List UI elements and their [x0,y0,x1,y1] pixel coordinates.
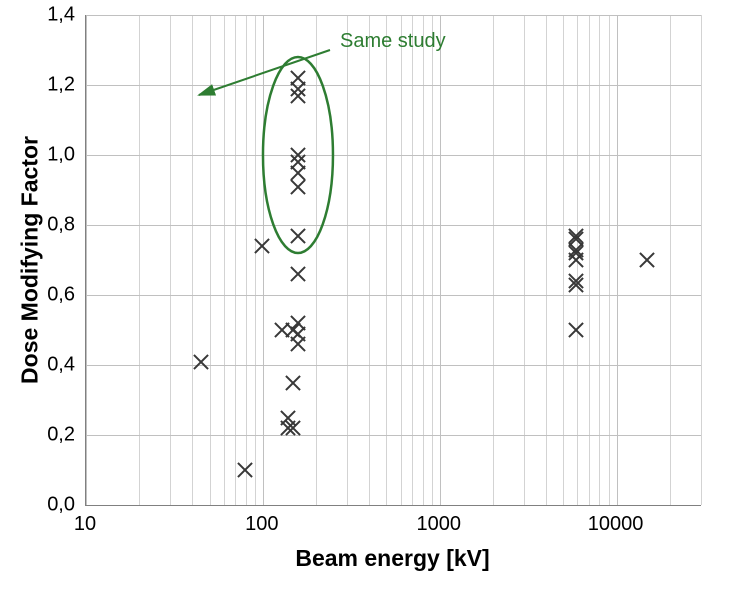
y-axis-label: Dose Modifying Factor [17,136,44,384]
gridline-v-minor [546,15,547,505]
gridline-h [86,15,701,16]
gridline-v-minor [170,15,171,505]
gridline-v-minor [524,15,525,505]
gridline-h [86,85,701,86]
gridline-v-major [86,15,87,505]
x-tick-label: 10000 [588,513,644,536]
y-tick-label: 0,4 [47,354,75,377]
y-tick-label: 1,4 [47,4,75,27]
gridline-v-minor [139,15,140,505]
gridline-v-minor [401,15,402,505]
y-tick-label: 1,2 [47,74,75,97]
gridline-v-minor [609,15,610,505]
gridline-v-minor [210,15,211,505]
gridline-h [86,435,701,436]
gridline-v-minor [192,15,193,505]
annotation-same-study: Same study [340,30,446,53]
gridline-v-minor [235,15,236,505]
gridline-h [86,365,701,366]
gridline-v-major [263,15,264,505]
x-axis-label: Beam energy [kV] [295,545,489,572]
gridline-v-minor [589,15,590,505]
gridline-v-minor [577,15,578,505]
plot-area [85,15,701,506]
gridline-v-minor [369,15,370,505]
gridline-h [86,225,701,226]
gridline-v-minor [386,15,387,505]
gridline-v-major [440,15,441,505]
gridline-v-minor [255,15,256,505]
gridline-h [86,155,701,156]
scatter-chart: Beam energy [kV] Dose Modifying Factor S… [0,0,743,597]
gridline-v-minor [563,15,564,505]
gridline-h [86,295,701,296]
x-tick-label: 1000 [416,513,461,536]
gridline-v-minor [493,15,494,505]
gridline-v-minor [412,15,413,505]
x-tick-label: 10 [74,513,96,536]
gridline-v-minor [246,15,247,505]
gridline-v-minor [432,15,433,505]
gridline-v-minor [347,15,348,505]
gridline-v-minor [423,15,424,505]
y-tick-label: 0,2 [47,424,75,447]
gridline-v-major [617,15,618,505]
gridline-v-minor [316,15,317,505]
gridline-v-minor [224,15,225,505]
gridline-v-minor [701,15,702,505]
y-tick-label: 0,8 [47,214,75,237]
gridline-v-minor [670,15,671,505]
y-tick-label: 0,6 [47,284,75,307]
x-tick-label: 100 [245,513,278,536]
gridline-v-minor [599,15,600,505]
y-tick-label: 0,0 [47,494,75,517]
y-tick-label: 1,0 [47,144,75,167]
